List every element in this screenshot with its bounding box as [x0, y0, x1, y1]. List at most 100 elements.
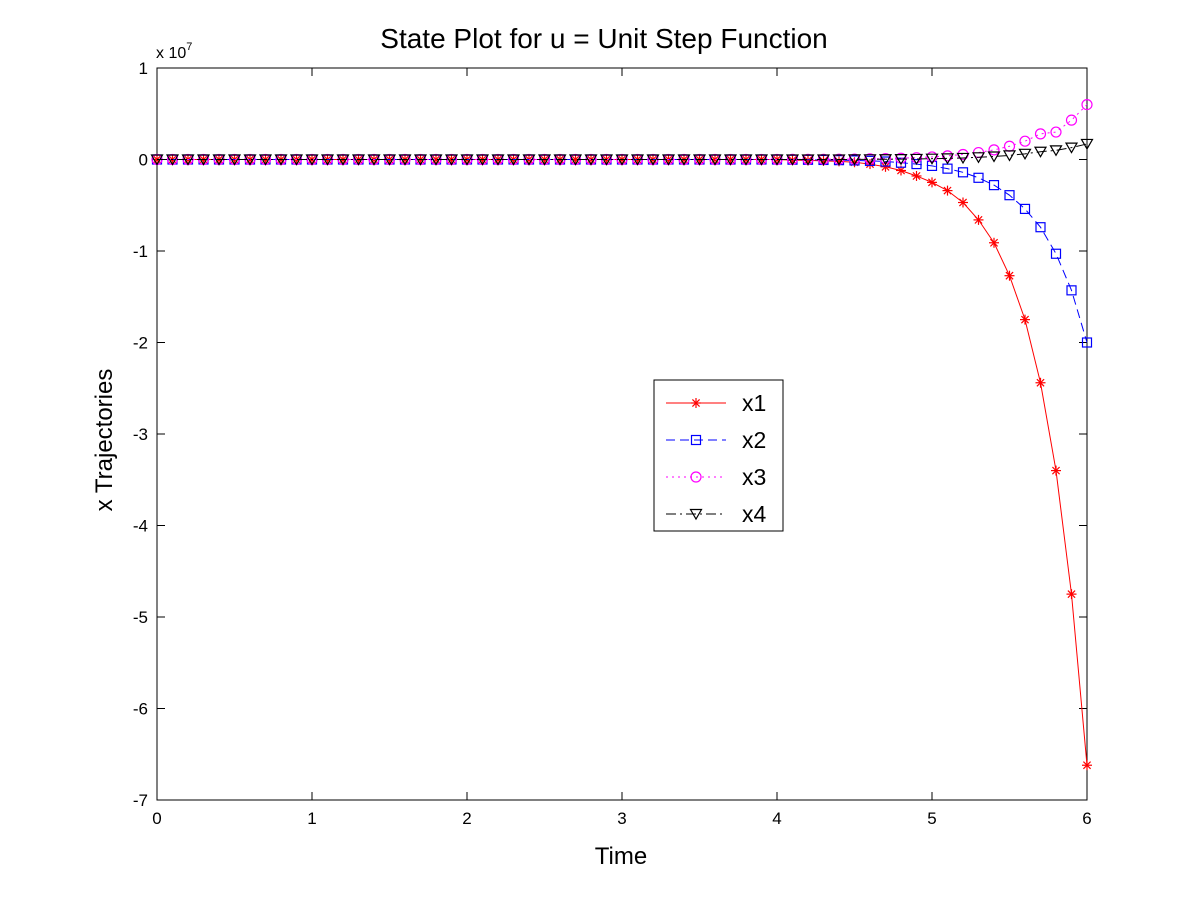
data-point-x4	[305, 154, 319, 166]
y-tick-label: -1	[133, 242, 148, 261]
data-point-x4	[165, 154, 180, 166]
y-multiplier: x 107	[156, 41, 192, 62]
x-tick-label: 2	[462, 809, 471, 828]
data-point-x4	[971, 152, 986, 164]
data-point-x4	[289, 154, 304, 166]
data-point-x4	[1018, 148, 1032, 161]
data-point-x4	[413, 154, 428, 166]
data-point-x2	[957, 167, 969, 178]
data-point-x3	[1081, 98, 1093, 111]
data-point-x4	[584, 154, 598, 166]
legend-label-x2: x2	[742, 427, 766, 453]
data-point-x4	[878, 154, 893, 166]
data-point-x4	[243, 154, 257, 166]
data-point-x1	[927, 177, 937, 188]
data-point-x1	[958, 197, 968, 208]
data-point-x4	[460, 154, 474, 166]
data-point-x4	[925, 153, 939, 165]
data-point-x3	[926, 151, 938, 163]
data-point-x4	[258, 154, 273, 166]
data-point-x4	[274, 154, 288, 166]
x-tick-label: 1	[307, 809, 316, 828]
data-point-x3	[1065, 114, 1078, 126]
x-tick-label: 4	[772, 809, 781, 828]
legend-marker-x2	[690, 434, 702, 446]
series-line-x3	[157, 104, 1088, 160]
y-tick-label: -7	[133, 791, 148, 810]
data-point-x4	[863, 154, 877, 166]
y-tick-label: -6	[133, 700, 148, 719]
legend-marker-x3	[690, 471, 702, 483]
data-point-x4	[847, 154, 862, 166]
data-point-x4	[894, 154, 908, 166]
data-point-x4	[537, 154, 552, 166]
data-point-x4	[553, 154, 567, 166]
data-point-x1	[989, 237, 999, 248]
data-point-x2	[973, 172, 984, 183]
data-point-x4	[723, 154, 738, 166]
data-point-x4	[770, 154, 784, 166]
series-x4	[150, 138, 1094, 166]
x-axis-label: Time	[595, 843, 647, 870]
data-point-x4	[615, 154, 629, 166]
y-multiplier-exponent: 7	[186, 41, 192, 53]
data-point-x4	[1064, 142, 1079, 154]
data-point-x4	[181, 154, 195, 166]
data-point-x4	[987, 151, 1001, 163]
x-tick-label: 0	[152, 809, 161, 828]
series-line-x4	[157, 143, 1088, 160]
data-point-x4	[832, 154, 846, 166]
data-point-x4	[336, 154, 350, 166]
data-point-x2	[1019, 203, 1031, 215]
data-point-x4	[708, 154, 722, 166]
data-point-x4	[320, 154, 335, 166]
data-point-x2	[988, 180, 1000, 191]
data-point-x2	[1035, 222, 1046, 233]
data-point-x2	[1066, 285, 1077, 296]
data-point-x4	[1049, 145, 1063, 157]
data-point-x3	[910, 152, 923, 164]
data-point-x4	[491, 154, 505, 166]
data-point-x1	[1020, 314, 1030, 325]
data-point-x3	[988, 144, 1000, 156]
data-point-x4	[1033, 146, 1048, 158]
x-tick-label: 5	[927, 809, 936, 828]
data-point-x4	[1002, 150, 1017, 162]
data-point-x3	[1034, 128, 1047, 140]
data-point-x4	[382, 154, 397, 166]
data-point-x4	[599, 154, 614, 166]
data-point-x1	[973, 214, 984, 225]
y-tick-label: 1	[139, 59, 148, 78]
data-point-x4	[227, 154, 242, 166]
series-layer	[150, 98, 1094, 771]
data-point-x1	[1051, 465, 1061, 476]
data-point-x1	[942, 185, 953, 196]
chart-title: State Plot for u = Unit Step Function	[380, 23, 827, 54]
legend-marker-x4	[689, 508, 703, 521]
data-point-x1	[1004, 270, 1015, 281]
data-point-x4	[196, 154, 211, 166]
legend-label-x3: x3	[742, 464, 766, 490]
data-point-x4	[661, 154, 676, 166]
x-tick-label: 3	[617, 809, 626, 828]
data-point-x4	[1080, 138, 1094, 151]
data-point-x4	[956, 152, 970, 165]
data-point-x2	[1081, 337, 1093, 348]
data-point-x3	[1050, 126, 1062, 138]
data-point-x4	[522, 154, 536, 166]
legend: x1 x2 x3 x4	[653, 379, 784, 532]
data-point-x4	[801, 154, 815, 166]
data-point-x4	[739, 154, 753, 166]
data-point-x2	[1050, 248, 1062, 259]
legend-label-x4: x4	[742, 501, 767, 527]
y-tick-label: -2	[133, 334, 148, 353]
data-point-x4	[212, 154, 226, 166]
data-point-x4	[677, 154, 691, 166]
data-point-x2	[1004, 190, 1015, 201]
data-point-x4	[630, 154, 645, 166]
data-point-x4	[646, 154, 660, 166]
data-point-x4	[754, 154, 769, 166]
data-point-x4	[940, 153, 955, 165]
data-point-x1	[911, 170, 922, 181]
